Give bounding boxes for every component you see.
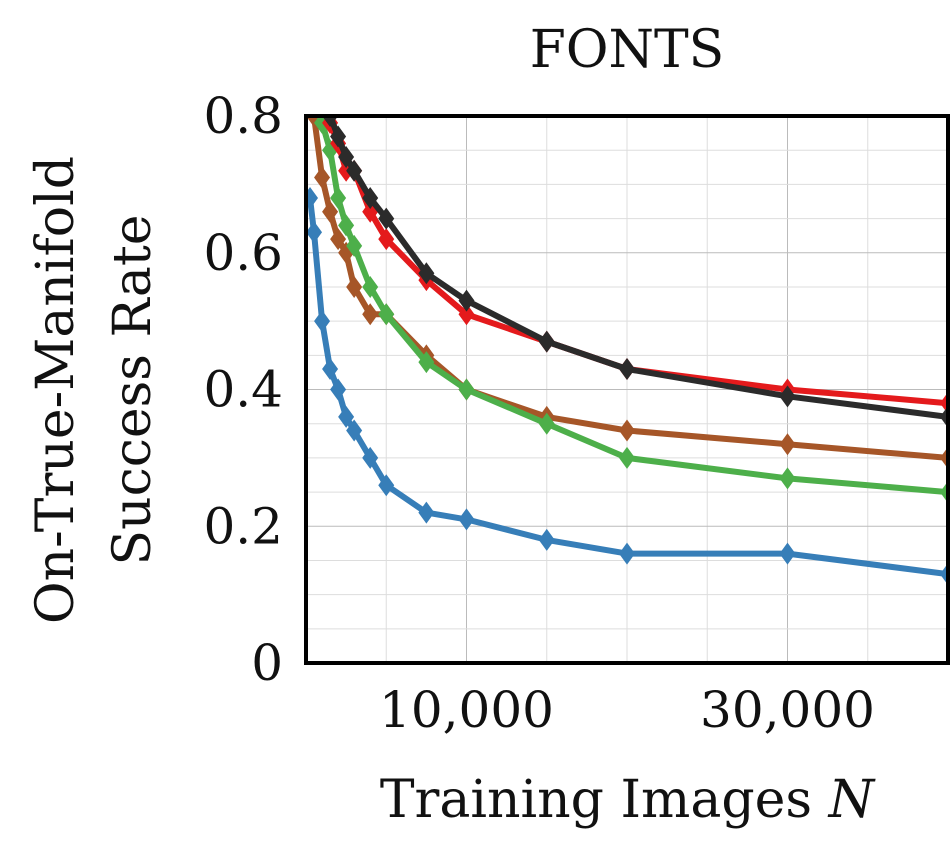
series-layer (306, 116, 948, 586)
data-point-marker (314, 166, 331, 189)
data-point-marker (458, 378, 475, 401)
x-axis-label-text: Training Images (380, 770, 812, 830)
data-point-marker (779, 385, 796, 408)
y-tick-label: 0.2 (203, 497, 283, 555)
data-point-marker (362, 446, 379, 469)
y-tick-labels: 0 0.2 0.4 0.6 0.8 (203, 87, 283, 692)
data-point-marker (418, 351, 435, 374)
data-point-marker (378, 207, 395, 230)
y-tick-label: 0.6 (203, 224, 283, 282)
data-point-marker (322, 200, 339, 223)
plot-frame (304, 114, 950, 665)
data-point-marker (619, 419, 635, 442)
y-tick-label: 0.4 (203, 361, 283, 419)
data-point-marker (362, 303, 379, 326)
data-point-marker (619, 446, 635, 469)
data-point-marker (346, 419, 363, 442)
data-point-marker (779, 467, 796, 490)
data-point-marker (330, 187, 347, 210)
data-point-marker (338, 405, 355, 428)
data-point-marker (330, 378, 347, 401)
data-point-marker (418, 501, 435, 524)
data-point-marker (346, 275, 363, 298)
x-tick-label: 10,000 (379, 681, 554, 739)
chart-title: FONTS (530, 20, 725, 80)
y-axis-label-line-1: On-True-Manifold (26, 156, 86, 624)
data-point-marker (458, 289, 475, 312)
y-axis-label-line-2: Success Rate (103, 214, 163, 565)
data-point-marker (378, 303, 395, 326)
data-point-marker (314, 310, 331, 333)
data-point-marker (538, 528, 555, 551)
x-axis-label: Training Images N (380, 770, 876, 830)
data-point-marker (619, 542, 635, 565)
data-point-marker (330, 125, 347, 148)
series-4 (306, 187, 948, 586)
x-tick-labels: 10,000 30,000 (379, 681, 875, 739)
data-point-marker (779, 542, 796, 565)
data-point-marker (362, 275, 379, 298)
data-point-marker (779, 433, 796, 456)
y-tick-label: 0.8 (203, 87, 283, 145)
x-tick-label: 30,000 (700, 681, 875, 739)
data-point-marker (619, 357, 635, 380)
data-point-marker (362, 187, 379, 210)
data-point-marker (322, 357, 339, 380)
data-point-marker (306, 187, 319, 210)
data-point-marker (538, 412, 555, 435)
data-point-marker (378, 228, 395, 251)
data-point-marker (338, 214, 355, 237)
data-point-marker (378, 474, 395, 497)
data-point-marker (538, 330, 555, 353)
data-point-marker (330, 228, 347, 251)
data-point-marker (322, 116, 339, 127)
data-point-marker (418, 262, 435, 285)
data-point-marker (306, 221, 323, 244)
data-point-marker (458, 508, 475, 531)
data-point-marker (458, 303, 475, 326)
data-point-marker (346, 159, 363, 182)
data-point-marker (346, 234, 363, 257)
x-axis-label-variable: N (827, 770, 876, 830)
series-2 (314, 116, 948, 504)
y-tick-label: 0 (251, 634, 283, 692)
data-point-marker (338, 146, 355, 169)
